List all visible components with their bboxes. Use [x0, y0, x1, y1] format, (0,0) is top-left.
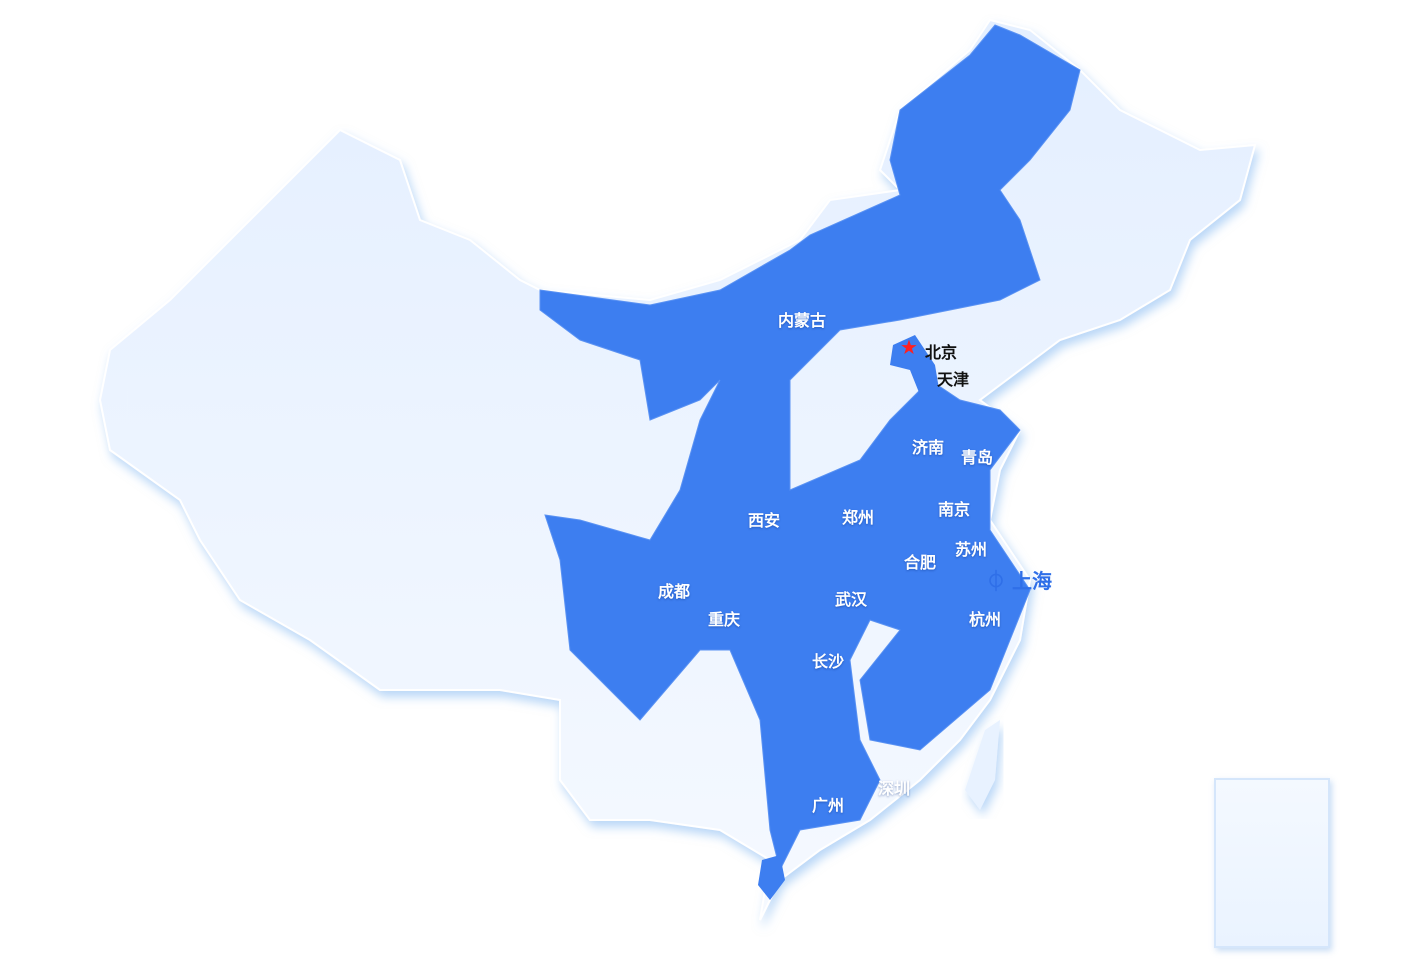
- label-tianjin: 天津: [937, 370, 970, 389]
- hainan-island: [758, 855, 785, 900]
- taiwan-island: [965, 720, 1000, 810]
- south-china-sea-inset: [1214, 778, 1330, 948]
- label-zhengzhou: 郑州: [842, 508, 875, 527]
- label-beijing: 北京: [925, 343, 958, 362]
- label-hefei: 合肥: [904, 553, 937, 572]
- label-guangzhou: 广州: [812, 796, 845, 815]
- highlighted-region[interactable]: [539, 24, 1081, 872]
- label-suzhou: 苏州: [955, 540, 988, 559]
- label-shenzhen: 深圳: [878, 779, 911, 798]
- location-logo-icon: ⏀: [986, 569, 1006, 593]
- star-icon: ★: [900, 335, 918, 359]
- label-xian: 西安: [748, 511, 781, 530]
- label-neimenggu: 内蒙古: [778, 311, 827, 330]
- label-chongqing: 重庆: [708, 610, 741, 629]
- label-changsha: 长沙: [812, 652, 845, 671]
- label-chengdu: 成都: [658, 582, 691, 601]
- label-hangzhou: 杭州: [969, 610, 1002, 629]
- label-jinan: 济南: [912, 438, 945, 457]
- china-outline: [98, 18, 1257, 921]
- label-shanghai: 上海: [1012, 569, 1052, 593]
- label-wuhan: 武汉: [835, 590, 868, 609]
- label-nanjing: 南京: [938, 500, 971, 519]
- beijing-tianjin-region[interactable]: [890, 335, 940, 395]
- label-qingdao: 青岛: [961, 448, 994, 467]
